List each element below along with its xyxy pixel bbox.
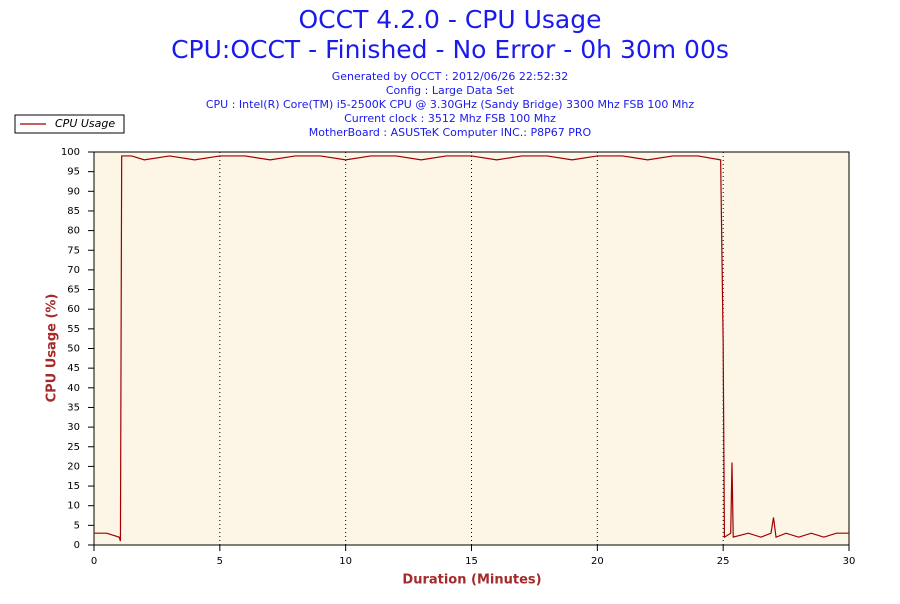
- y-tick-label: 55: [67, 324, 80, 335]
- x-tick-label: 30: [843, 556, 856, 567]
- y-tick-label: 35: [67, 402, 80, 413]
- x-tick-label: 0: [91, 556, 97, 567]
- y-tick-label: 90: [67, 186, 80, 197]
- y-tick-label: 70: [67, 265, 80, 276]
- chart-title: OCCT 4.2.0 - CPU Usage: [298, 5, 601, 34]
- x-tick-label: 15: [465, 556, 478, 567]
- y-tick-label: 0: [74, 540, 80, 551]
- y-tick-label: 20: [67, 461, 80, 472]
- y-tick-label: 75: [67, 245, 80, 256]
- y-tick-label: 25: [67, 442, 80, 453]
- x-tick-label: 20: [591, 556, 604, 567]
- y-tick-label: 15: [67, 481, 80, 492]
- legend-label: CPU Usage: [55, 117, 115, 130]
- info-line: CPU : Intel(R) Core(TM) i5-2500K CPU @ 3…: [206, 98, 694, 111]
- y-tick-label: 65: [67, 285, 80, 296]
- y-tick-label: 80: [67, 226, 80, 237]
- info-line: MotherBoard : ASUSTeK Computer INC.: P8P…: [309, 126, 592, 139]
- y-tick-label: 95: [67, 167, 80, 178]
- y-tick-label: 100: [61, 147, 80, 158]
- y-tick-label: 40: [67, 383, 80, 394]
- x-tick-label: 5: [217, 556, 223, 567]
- data-line: [94, 155, 849, 542]
- y-tick-label: 85: [67, 206, 80, 217]
- x-axis-title: Duration (Minutes): [402, 573, 541, 588]
- info-line: Generated by OCCT : 2012/06/26 22:52:32: [332, 70, 569, 83]
- y-tick-label: 30: [67, 422, 80, 433]
- y-tick-label: 5: [74, 520, 80, 531]
- y-tick-label: 10: [67, 501, 80, 512]
- info-line: Config : Large Data Set: [386, 84, 515, 97]
- legend-box: [14, 114, 125, 134]
- x-tick-label: 10: [339, 556, 352, 567]
- y-axis-title: CPU Usage (%): [45, 294, 60, 403]
- y-tick-label: 50: [67, 344, 80, 355]
- y-tick-label: 60: [67, 304, 80, 315]
- x-tick-label: 25: [717, 556, 730, 567]
- info-line: Current clock : 3512 Mhz FSB 100 Mhz: [344, 112, 556, 125]
- chart-subtitle: CPU:OCCT - Finished - No Error - 0h 30m …: [171, 35, 729, 64]
- y-tick-label: 45: [67, 363, 80, 374]
